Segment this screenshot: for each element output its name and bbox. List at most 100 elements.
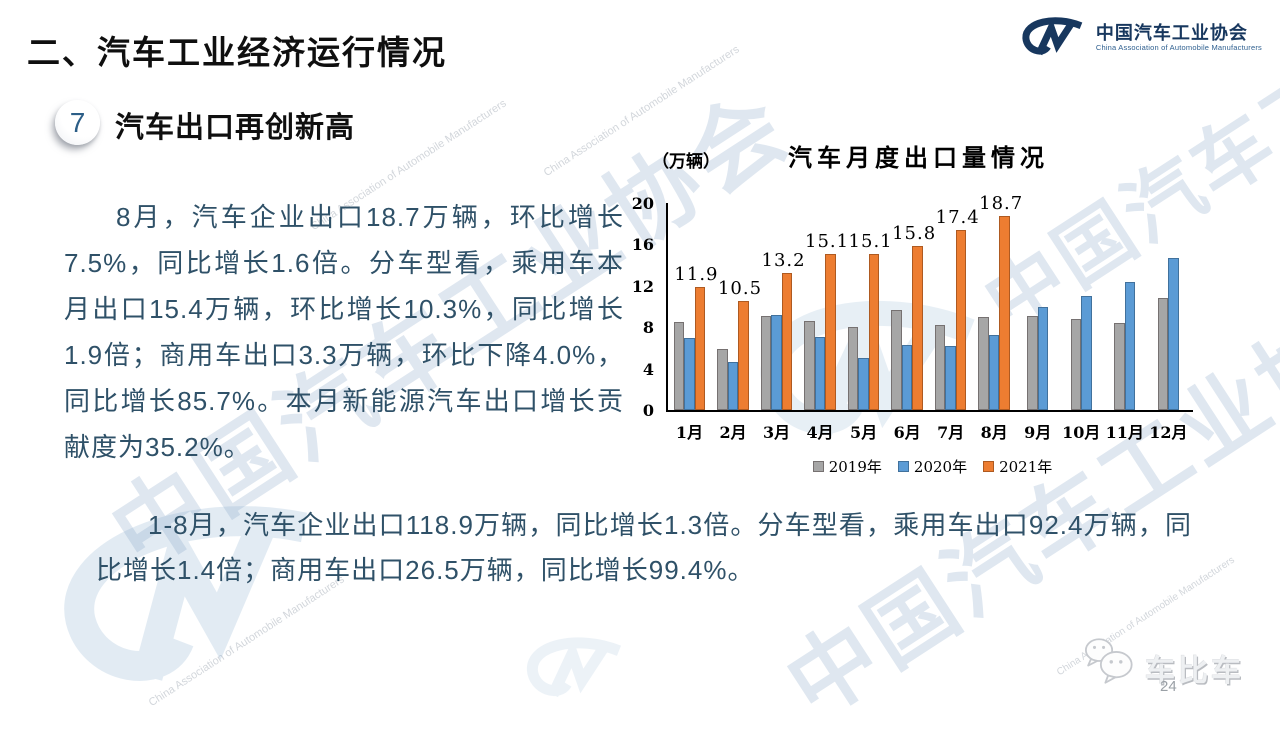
chart-legend: 2019年 2020年 2021年 [630,456,1235,477]
x-axis-label: 6月 [893,423,921,442]
legend-item-2021年: 2021年 [983,456,1052,477]
bar-2021年-4月: 15.1 [805,231,848,410]
bar-2019年-5月 [847,327,859,410]
bar-value-label: 17.4 [935,206,980,228]
page-title: 二、汽车工业经济运行情况 [27,34,447,71]
chart-plot: 11.9 1月 10.5 2月 13.2 3月 15.1 4月 15.1 5月 15.8 6月 17.4… [668,193,1193,442]
bar-group-9月: 9月 [1021,203,1054,442]
chart-plot-area: 0 4 8 12 16 20 11.9 1月 10.5 2月 13.2 3月 15.1 4月 15.1 5月… [632,193,1193,442]
bar-group-7月: 17.4 7月 [934,203,979,442]
x-axis-label: 3月 [762,423,791,442]
bar-2019年-2月 [717,348,728,410]
bar-group-6月: 15.8 6月 [891,203,935,442]
legend-label: 2020年 [913,458,968,476]
legend-swatch [812,461,824,472]
bar-2021年-1月: 11.9 [674,264,718,410]
bar-2019年-6月 [891,309,902,410]
bar-2020年-9月 [1037,306,1049,410]
bar-value-label: 15.1 [848,230,893,252]
bar-value-label: 15.1 [805,230,850,252]
bar-2020年-5月 [858,358,869,410]
wechat-bubbles-icon [1084,638,1133,684]
x-axis-label: 4月 [806,423,834,442]
caam-name-en: China Association of Automobile Manufact… [1095,43,1262,53]
page-number: 24 [1160,678,1177,695]
caam-logo: 中国汽车工业协会 China Association of Automobile… [1018,16,1262,60]
legend-item-2020年: 2020年 [897,456,968,477]
watermark-caam-logo [526,637,622,698]
y-axis-tick: 4 [642,359,654,379]
x-axis-label: 12月 [1149,423,1188,442]
bar-group-3月: 13.2 3月 [760,203,805,442]
y-axis-tick: 0 [642,401,654,420]
watermark-text-en: China Association of Automobile Manufact… [146,573,347,710]
bar-2020年-8月 [988,335,1000,410]
bar-value-label: 13.2 [761,250,806,272]
bar-2020年-12月 [1168,257,1179,410]
legend-swatch [983,461,995,472]
bar-2020年-4月 [814,336,826,410]
bar-2019年-9月 [1027,315,1038,410]
x-axis-label: 10月 [1062,423,1101,442]
bar-2021年-5月: 15.1 [849,231,892,410]
bar-2019年-8月 [978,316,989,410]
x-axis-label: 5月 [850,423,878,442]
bar-2019年-4月 [804,321,815,410]
bar-group-11月: 11月 [1106,203,1144,442]
legend-item-2019年: 2019年 [812,456,882,477]
legend-swatch [897,461,909,472]
bar-2020年-7月 [945,345,956,410]
bar-value-label: 11.9 [674,263,719,285]
caam-name-cn: 中国汽车工业协会 [1095,23,1248,44]
bar-2019年-12月 [1157,298,1169,410]
bar-2019年-11月 [1114,323,1125,410]
topic-number: 7 [69,106,86,138]
bar-2021年-3月: 13.2 [761,250,805,410]
bar-2021年-6月: 15.8 [892,223,935,410]
bar-group-1月: 11.9 1月 [673,203,718,442]
bar-2020年-1月 [684,337,695,410]
bar-2019年-1月 [673,322,685,410]
chart: （万辆） 汽车月度出口量情况 0 4 8 12 16 20 11.9 1月 10.5 2月 13.… [630,138,1235,486]
bar-group-10月: 10月 [1062,203,1100,442]
caam-logo-icon [1022,17,1083,56]
bar-2021年-8月: 18.7 [979,193,1022,410]
bar-group-8月: 18.7 8月 [978,193,1022,442]
chart-title: 汽车月度出口量情况 [788,143,1049,172]
x-axis-label: 2月 [719,423,747,442]
bar-2019年-10月 [1070,318,1082,410]
x-axis-label: 8月 [980,423,1008,442]
bar-2020年-10月 [1081,296,1092,410]
paragraph-monthly-exports: 8月，汽车企业出口18.7万辆，环比增长7.5%，同比增长1.6倍。分车型看，乘… [64,202,624,462]
brand-watermark: 车比车 [1145,655,1244,688]
bar-value-label: 18.7 [979,193,1024,215]
bar-group-4月: 15.1 4月 [804,203,848,442]
chart-y-axis: 0 4 8 12 16 20 [624,194,662,420]
bar-2021年-2月: 10.5 [718,278,761,410]
y-axis-tick: 20 [631,194,654,213]
bar-2019年-3月 [760,315,772,410]
bar-2020年-11月 [1124,281,1136,410]
x-axis-label: 7月 [937,423,965,442]
legend-label: 2021年 [999,458,1053,476]
x-axis-label: 11月 [1105,423,1144,442]
caam-logo-text: 中国汽车工业协会 China Association of Automobile… [1096,23,1262,52]
x-axis-label: 9月 [1024,423,1052,442]
y-axis-tick: 16 [631,235,654,255]
bar-value-label: 15.8 [892,223,937,245]
topic-number-badge: 7 [55,100,100,145]
legend-label: 2019年 [828,458,882,476]
bar-2020年-3月 [771,314,782,410]
bar-2020年-2月 [727,362,739,410]
bar-value-label: 10.5 [717,278,763,300]
bar-2020年-6月 [901,344,913,410]
topic-title: 汽车出口再创新高 [115,112,356,144]
x-axis-label: 1月 [675,423,704,442]
y-axis-tick: 8 [642,318,654,338]
paragraph-ytd-exports: 1-8月，汽车企业出口118.9万辆，同比增长1.3倍。分车型看，乘用车出口92… [96,510,1192,585]
bar-group-5月: 15.1 5月 [847,203,892,442]
chart-unit-label: （万辆） [652,152,720,172]
bar-2021年-7月: 17.4 [936,207,979,410]
bar-2019年-7月 [934,325,946,410]
bar-group-2月: 10.5 2月 [717,203,761,442]
